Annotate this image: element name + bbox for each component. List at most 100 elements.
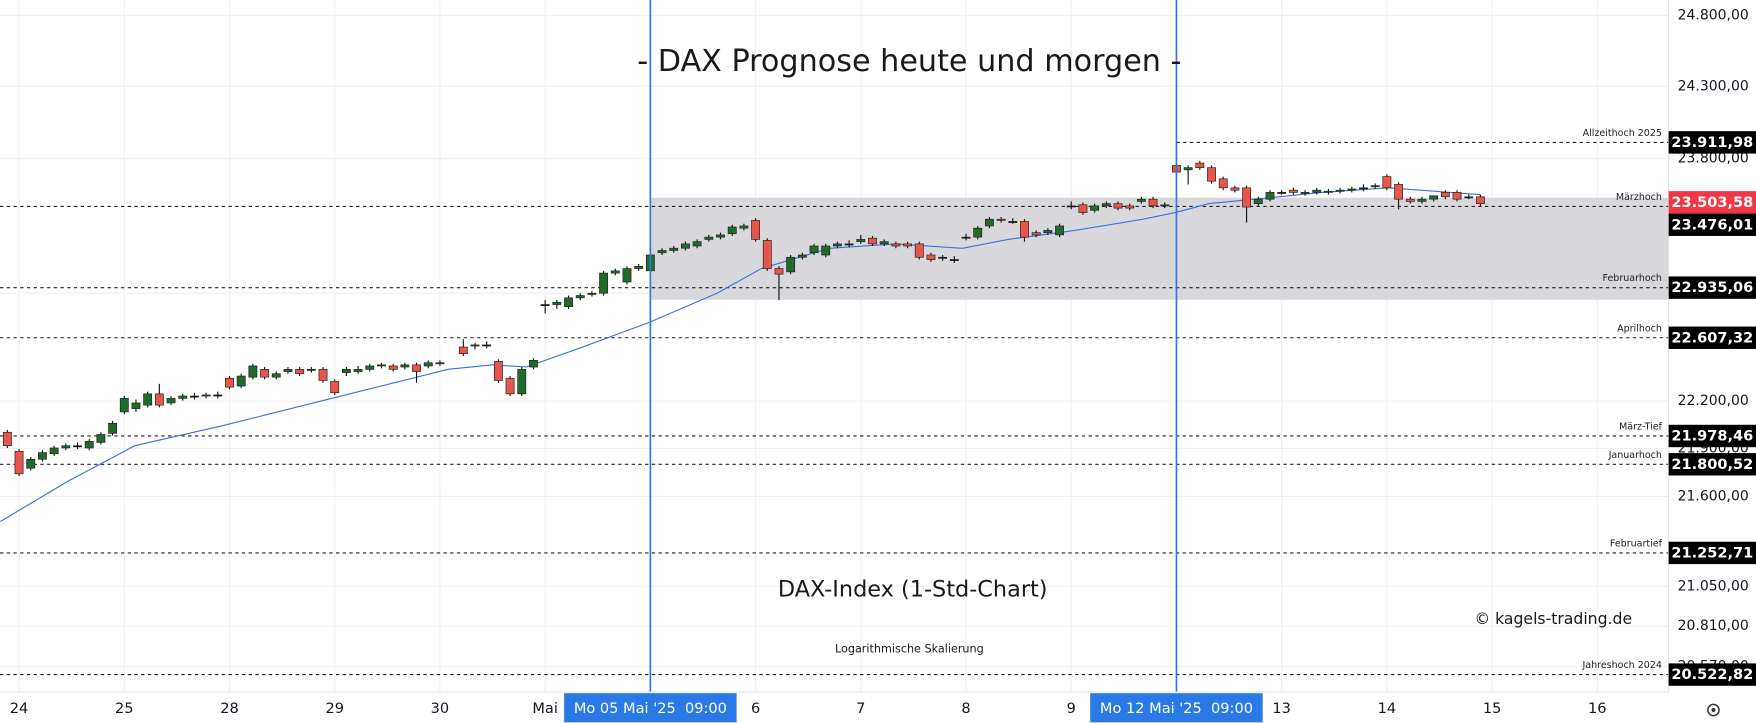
- candle-body: [844, 243, 854, 246]
- x-tick-label: 16: [1588, 700, 1607, 717]
- scale-note: Logarithmische Skalierung: [835, 643, 984, 656]
- level-value-label: 22.935,06: [1671, 279, 1753, 296]
- candle-body: [610, 270, 620, 274]
- candle-body: [96, 434, 106, 443]
- candle-body: [400, 364, 410, 368]
- marker-label-box: [1090, 693, 1263, 723]
- candle-body: [1347, 188, 1357, 191]
- candle-body: [482, 344, 492, 347]
- candle-body: [1125, 205, 1135, 209]
- time-axis-bg: [0, 692, 1756, 723]
- y-tick-label: 24.300,00: [1678, 78, 1749, 94]
- x-tick-label: 9: [1067, 700, 1076, 717]
- chart-title: - DAX Prognose heute und morgen -: [637, 44, 1181, 79]
- x-tick-label: 6: [751, 700, 760, 717]
- candle-body: [1359, 187, 1368, 190]
- y-tick-label: 20.810,00: [1678, 618, 1749, 634]
- x-tick-label: 25: [115, 700, 134, 717]
- candle-body: [821, 245, 831, 256]
- y-tick-label: 21.600,00: [1678, 488, 1749, 504]
- candle-body: [1288, 189, 1298, 193]
- current-price-box: [1668, 191, 1756, 214]
- candle-body: [564, 297, 573, 308]
- level-value-label: 23.476,01: [1671, 216, 1753, 233]
- candle-body: [1078, 204, 1088, 213]
- candle-body: [1324, 190, 1333, 193]
- candle-body: [704, 236, 714, 240]
- candle-body: [517, 369, 527, 395]
- level-value-box: [1668, 276, 1756, 299]
- y-tick-label: 22.200,00: [1678, 393, 1749, 409]
- candle-body: [213, 394, 223, 397]
- candle-body: [423, 362, 433, 367]
- candle-body: [949, 259, 959, 261]
- y-tick-label: 21.050,00: [1678, 578, 1749, 594]
- candle-body: [1160, 204, 1170, 207]
- candle-body: [716, 234, 725, 238]
- candle-body: [587, 292, 597, 295]
- x-tick-label: 13: [1272, 700, 1291, 717]
- candle-body: [505, 377, 515, 395]
- candle-body: [119, 398, 129, 413]
- x-tick-label: 28: [220, 700, 239, 717]
- candle-body: [166, 398, 176, 404]
- candle-body: [84, 440, 94, 449]
- marker-label: Mo 12 Mai '25 09:00: [1100, 700, 1253, 717]
- x-tick-label: 7: [856, 700, 865, 717]
- candle-body: [914, 243, 924, 258]
- candle-body: [353, 369, 363, 372]
- x-tick-label: 15: [1483, 700, 1502, 717]
- candle-body: [1464, 196, 1474, 199]
- candle-body: [622, 268, 632, 283]
- candle-body: [832, 243, 842, 247]
- level-name: Aprilhoch: [1617, 323, 1662, 334]
- candle-body: [225, 377, 234, 388]
- level-value-box: [1668, 453, 1756, 476]
- x-tick-label: 8: [961, 700, 970, 717]
- candle-body: [341, 369, 351, 373]
- level-value-box: [1668, 541, 1756, 565]
- candle-body: [529, 360, 538, 368]
- candle-body: [762, 240, 772, 269]
- candle-body: [1335, 189, 1345, 192]
- candle-body: [692, 241, 702, 247]
- candle-body: [1440, 192, 1450, 198]
- level-value-label: 21.800,52: [1671, 456, 1753, 473]
- x-tick-label: 14: [1378, 700, 1397, 717]
- level-value-box: [1668, 213, 1756, 236]
- candle-body: [271, 373, 281, 378]
- price-axis-bg: [1668, 0, 1756, 723]
- copyright: © kagels-trading.de: [1474, 609, 1632, 628]
- settings-icon[interactable]: [1707, 703, 1720, 717]
- candle-body: [727, 226, 737, 235]
- candle-body: [1370, 185, 1380, 188]
- chart-subtitle: DAX-Index (1-Std-Chart): [778, 577, 1048, 603]
- candle-body: [260, 369, 269, 378]
- candle-body: [891, 243, 901, 247]
- candle-body: [26, 458, 36, 469]
- y-tick-label: 24.800,00: [1678, 7, 1749, 23]
- candle-body: [1183, 167, 1193, 171]
- candle-body: [856, 239, 866, 242]
- candle-body: [1300, 192, 1310, 194]
- y-tick-label: 23.800,00: [1678, 151, 1749, 167]
- candle-body: [786, 256, 796, 273]
- candle-body: [1031, 232, 1041, 236]
- candle-body: [330, 381, 340, 394]
- candle-body: [1382, 176, 1392, 189]
- candle-body: [143, 393, 153, 406]
- marker-label-box: [564, 693, 737, 723]
- level-name: Allzeithoch 2025: [1583, 128, 1662, 139]
- candle-body: [657, 250, 667, 254]
- level-value-box: [1668, 424, 1756, 448]
- candle-body: [575, 295, 585, 299]
- candle-body: [412, 364, 421, 372]
- level-name: März-Tief: [1619, 422, 1662, 433]
- candle-body: [1101, 203, 1111, 207]
- candle-body: [201, 394, 211, 397]
- x-tick-label: 30: [431, 700, 450, 717]
- candle-body: [1043, 230, 1053, 233]
- candle-body: [739, 225, 749, 229]
- x-tick-label: 29: [325, 700, 344, 717]
- candle-body: [2, 431, 12, 447]
